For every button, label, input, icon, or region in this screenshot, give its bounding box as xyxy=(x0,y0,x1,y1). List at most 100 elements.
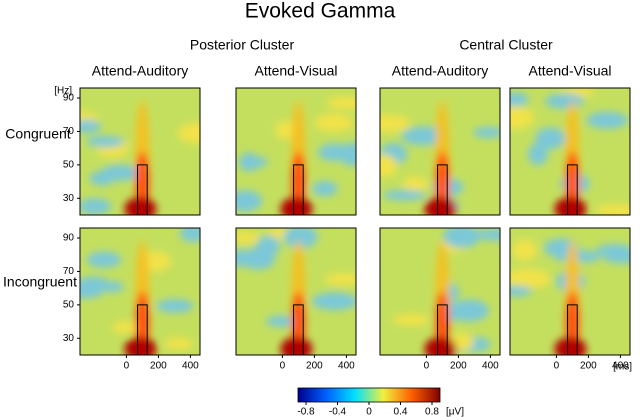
y-tick-label: 90 xyxy=(63,233,75,244)
analysis-window xyxy=(293,164,304,216)
heatmap-patch xyxy=(112,321,138,334)
x-tick-label: 0 xyxy=(280,361,286,372)
heatmap-patch xyxy=(380,115,411,132)
heatmap-peak xyxy=(424,197,457,215)
heatmap xyxy=(80,228,200,355)
condition-label: Attend-Auditory xyxy=(92,63,189,79)
heatmap-patch xyxy=(510,285,532,297)
heatmap-patch xyxy=(85,135,125,148)
heatmap-patch xyxy=(339,142,356,167)
y-tick-label: 90 xyxy=(63,93,75,104)
heatmap xyxy=(510,228,630,355)
y-tick-label: 30 xyxy=(63,333,75,344)
x-tick-label: 200 xyxy=(306,361,323,372)
condition-label: Attend-Visual xyxy=(254,63,337,79)
row-label: Congruent xyxy=(5,126,70,142)
heatmap-patch xyxy=(544,93,585,109)
heatmap-patch xyxy=(311,292,356,311)
heatmap-patch xyxy=(156,298,194,313)
heatmap-patch xyxy=(473,126,500,139)
heatmap-texture xyxy=(236,96,356,215)
x-tick-label: 200 xyxy=(580,361,597,372)
heatmap-patch xyxy=(442,228,481,249)
condition-label: Attend-Visual xyxy=(528,63,611,79)
heatmap-patch xyxy=(475,228,500,241)
heatmap-peak xyxy=(554,337,587,355)
heatmap-patch xyxy=(535,127,566,150)
heatmap-patch xyxy=(586,111,629,129)
heatmap-patch xyxy=(164,337,193,350)
heatmap-patch xyxy=(312,180,338,197)
analysis-window xyxy=(137,164,148,216)
heatmap-patch xyxy=(403,176,429,191)
x-tick-label: 400 xyxy=(182,361,199,372)
heatmap xyxy=(236,88,356,215)
cluster-label: Central Cluster xyxy=(459,37,553,53)
heatmap-patch xyxy=(510,268,550,286)
heatmap-peak xyxy=(124,197,157,215)
colorbar-unit: [μV] xyxy=(446,407,464,417)
heatmap-patch xyxy=(596,243,630,257)
x-tick-label: 400 xyxy=(482,361,499,372)
heatmap-patch xyxy=(401,126,447,146)
condition-label: Attend-Auditory xyxy=(392,63,489,79)
heatmap-patch xyxy=(179,228,200,243)
heatmap-patch xyxy=(314,113,354,132)
heatmap-peak xyxy=(554,197,587,215)
heatmap-patch xyxy=(80,119,102,133)
heatmap-patch xyxy=(80,286,103,299)
heatmap-texture xyxy=(80,100,200,215)
x-tick-label: 0 xyxy=(554,361,560,372)
colorbar xyxy=(297,387,441,403)
heatmap-patch xyxy=(80,198,112,215)
y-tick-label: 70 xyxy=(63,126,75,137)
analysis-window xyxy=(567,164,578,216)
heatmap-patch xyxy=(236,249,266,267)
heatmap-patch xyxy=(275,120,298,140)
heatmap-patch xyxy=(595,204,630,215)
heatmap xyxy=(80,88,200,215)
y-tick-label: 50 xyxy=(63,160,75,171)
analysis-window xyxy=(137,304,148,356)
heatmap-patch xyxy=(236,190,263,212)
heatmap-patch xyxy=(324,273,356,285)
heatmap-texture xyxy=(80,228,200,355)
heatmap-patch xyxy=(380,154,397,177)
heatmap-peak xyxy=(280,337,313,355)
y-tick-label: 30 xyxy=(63,193,75,204)
chart-title: Evoked Gamma xyxy=(245,0,396,23)
y-tick-label: 70 xyxy=(63,266,75,277)
heatmap-patch xyxy=(177,122,200,144)
heatmap-patch xyxy=(510,106,534,130)
colorbar-tick-label: 0 xyxy=(366,407,372,417)
heatmap-patch xyxy=(86,251,122,268)
heatmap xyxy=(380,88,500,215)
heatmap-peak xyxy=(124,337,157,355)
heatmap xyxy=(236,228,356,355)
analysis-window xyxy=(567,304,578,356)
x-tick-label: 200 xyxy=(450,361,467,372)
heatmap-patch xyxy=(283,228,318,249)
x-tick-label: 0 xyxy=(424,361,430,372)
x-tick-label: 400 xyxy=(612,361,629,372)
heatmap-peak xyxy=(424,337,457,355)
heatmap-texture xyxy=(392,228,500,355)
colorbar-tick-label: -0.4 xyxy=(329,407,347,417)
heatmap xyxy=(510,88,630,215)
colorbar-tick-label: 0.8 xyxy=(425,407,439,417)
analysis-window xyxy=(437,164,448,216)
heatmap xyxy=(380,228,500,355)
heatmap-patch xyxy=(392,314,430,326)
heatmap-patch xyxy=(510,92,529,107)
y-unit: [Hz] xyxy=(54,86,72,97)
heatmap-texture xyxy=(510,238,630,355)
heatmap-patch xyxy=(236,231,260,244)
heatmap-texture xyxy=(236,228,356,355)
heatmap-patch xyxy=(512,239,537,261)
heatmap-patch xyxy=(326,96,356,110)
x-unit: [ms] xyxy=(613,362,632,373)
heatmap-patch xyxy=(100,164,140,182)
heatmap-patch xyxy=(382,190,427,201)
heatmap-patch xyxy=(265,315,298,328)
